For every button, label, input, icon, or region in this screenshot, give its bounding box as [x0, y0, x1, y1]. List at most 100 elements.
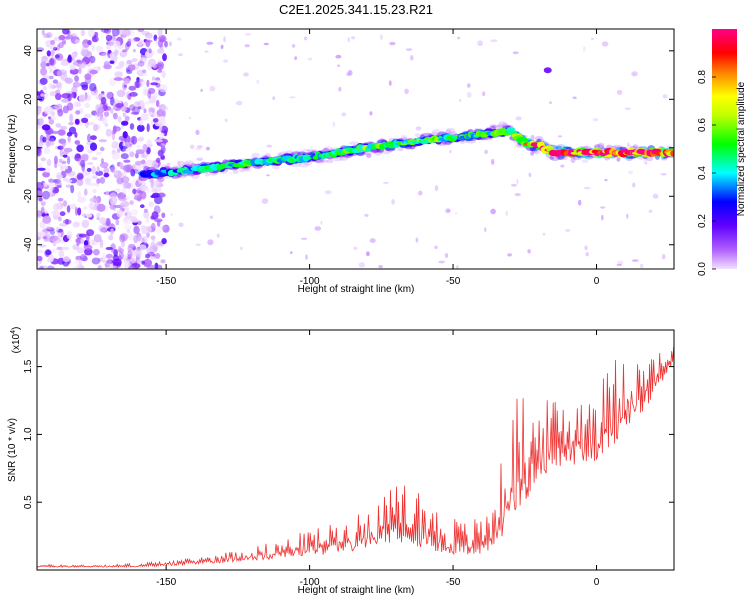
noise-speckle	[81, 219, 90, 228]
noise-speckle	[648, 209, 653, 213]
noise-speckle	[84, 102, 91, 109]
noise-speckle	[89, 197, 99, 204]
noise-speckle	[56, 82, 62, 89]
noise-speckle	[120, 153, 129, 160]
noise-speckle	[130, 168, 136, 177]
noise-speckle	[130, 218, 139, 223]
noise-speckle	[137, 259, 142, 264]
ridge-blob	[445, 127, 456, 135]
noise-speckle	[131, 178, 139, 188]
noise-speckle	[142, 86, 149, 93]
noise-speckle	[170, 213, 173, 216]
x-tick-label: 0	[594, 577, 600, 588]
noise-speckle	[161, 70, 166, 79]
noise-speckle	[135, 152, 139, 159]
noise-speckle	[156, 109, 164, 117]
noise-speckle	[135, 248, 142, 258]
noise-speckle	[129, 92, 138, 97]
noise-speckle	[37, 262, 40, 268]
noise-speckle	[74, 132, 78, 138]
noise-speckle	[74, 207, 79, 216]
noise-speckle	[415, 237, 419, 243]
noise-speckle	[72, 39, 76, 44]
spectrogram-frame	[36, 28, 675, 270]
noise-speckle	[105, 91, 113, 99]
noise-speckle	[46, 182, 55, 192]
noise-speckle	[49, 138, 55, 146]
colorbar-tick-label: 0.0	[697, 262, 708, 276]
noise-speckle	[87, 133, 91, 143]
noise-speckle	[195, 129, 200, 136]
noise-speckle	[102, 117, 108, 125]
noise-speckle	[143, 208, 148, 213]
noise-speckle	[140, 113, 149, 121]
noise-speckle	[140, 103, 145, 111]
noise-speckle	[138, 244, 147, 251]
noise-speckle	[105, 34, 113, 41]
noise-speckle	[560, 164, 565, 168]
noise-speckle	[95, 111, 99, 121]
noise-speckle	[155, 99, 160, 108]
noise-speckle	[101, 253, 106, 261]
noise-speckle	[87, 162, 94, 165]
noise-speckle	[49, 68, 53, 74]
noise-speckle	[105, 190, 109, 196]
noise-speckle	[660, 173, 667, 176]
noise-speckle	[76, 178, 84, 187]
ridge-blob	[570, 156, 576, 164]
noise-speckle	[121, 176, 130, 184]
noise-speckle	[113, 112, 118, 120]
noise-speckle	[146, 231, 150, 238]
noise-speckle	[144, 151, 148, 161]
noise-speckle	[50, 116, 57, 121]
noise-speckle	[129, 123, 135, 130]
noise-speckle	[123, 159, 131, 163]
noise-speckle	[37, 167, 46, 171]
noise-speckle	[81, 154, 89, 162]
noise-speckle	[157, 69, 163, 73]
noise-speckle	[528, 172, 532, 178]
noise-speckle	[37, 124, 42, 129]
noise-speckle	[138, 72, 148, 76]
noise-speckle	[130, 111, 140, 115]
noise-speckle	[77, 196, 87, 203]
noise-speckle	[434, 245, 438, 249]
noise-speckle	[52, 242, 57, 247]
noise-speckle	[42, 190, 50, 200]
noise-speckle	[133, 225, 140, 235]
noise-speckle	[512, 51, 519, 55]
noise-speckle	[76, 60, 84, 64]
noise-speckle	[111, 151, 120, 160]
noise-speckle	[61, 160, 67, 165]
noise-speckle	[515, 116, 522, 121]
noise-speckle	[42, 54, 48, 62]
noise-speckle	[99, 217, 107, 224]
noise-speckle	[119, 50, 128, 58]
noise-speckle	[40, 201, 46, 207]
noise-speckle	[195, 147, 202, 151]
noise-speckle	[294, 56, 298, 60]
noise-speckle	[46, 265, 55, 269]
noise-speckle	[107, 257, 112, 267]
noise-speckle	[38, 140, 44, 149]
noise-speckle	[303, 36, 308, 41]
noise-speckle	[86, 167, 92, 172]
noise-speckle	[161, 105, 169, 112]
colorbar-tick-label: 0.6	[697, 118, 708, 132]
noise-speckle	[154, 122, 162, 127]
noise-speckle	[516, 178, 519, 185]
noise-speckle	[103, 172, 110, 178]
noise-speckle	[48, 57, 57, 67]
noise-speckle	[66, 55, 73, 64]
noise-speckle	[505, 210, 508, 217]
noise-speckle	[37, 106, 42, 115]
noise-speckle	[50, 49, 55, 57]
noise-speckle	[62, 151, 69, 155]
noise-speckle	[84, 113, 92, 118]
noise-speckle	[154, 139, 163, 143]
noise-speckle	[61, 246, 70, 251]
noise-speckle	[113, 170, 123, 179]
noise-speckle	[125, 141, 130, 147]
noise-speckle	[74, 75, 79, 82]
noise-speckle	[140, 190, 147, 200]
